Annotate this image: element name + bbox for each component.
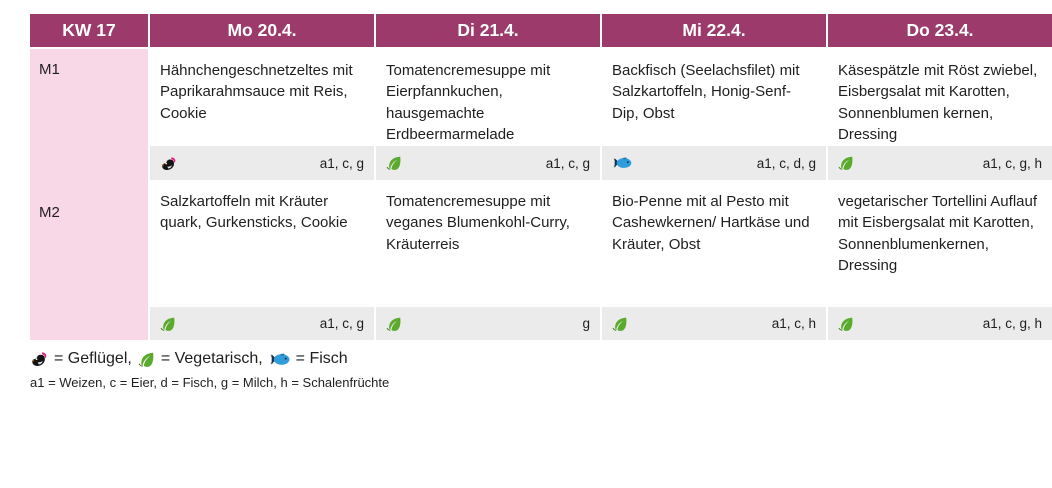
allergen-codes: a1, c, d, g — [756, 155, 816, 171]
legend-text: = Vegetarisch, — [160, 350, 263, 367]
allergen-cell-m2-tuesday: g — [376, 307, 600, 340]
meal-cell-m1-monday: Hähnchengeschnetzeltes mit Paprikarahmsa… — [150, 49, 374, 146]
legend-item-vegetarian: = Vegetarisch, — [138, 350, 263, 368]
leaf-icon — [838, 156, 853, 170]
row-label-m1: M1 — [39, 61, 60, 78]
allergen-cell-m1-tuesday: a1, c, g — [376, 146, 600, 180]
day-header-wednesday: Mi 22.4. — [602, 14, 826, 47]
fish-icon — [613, 157, 632, 168]
week-header-cell: KW 17 — [30, 14, 148, 47]
meal-cell-m1-tuesday: Tomatencremesuppe mit Eierpfannkuchen, h… — [376, 49, 600, 146]
allergen-codes: a1, c, h — [771, 316, 816, 331]
row-label-m2: M2 — [39, 204, 60, 221]
leaf-icon — [160, 317, 175, 331]
meal-cell-m2-monday: Salzkartoffeln mit Kräuter quark, Gurken… — [150, 180, 374, 307]
day-header-tuesday: Di 21.4. — [376, 14, 600, 47]
allergen-codes: a1, c, g, h — [982, 155, 1042, 171]
allergen-cell-m1-wednesday: a1, c, d, g — [602, 146, 826, 180]
meal-cell-m2-tuesday: Tomatencremesuppe mit veganes Blumenkohl… — [376, 180, 600, 307]
poultry-icon — [31, 352, 47, 366]
leaf-icon — [386, 317, 401, 331]
meal-cell-m1-thursday: Käsespätzle mit Röst zwiebel, Eisbergsal… — [828, 49, 1052, 146]
day-header-monday: Mo 20.4. — [150, 14, 374, 47]
meal-cell-m2-wednesday: Bio-Penne mit al Pesto mit Cashewkernen/… — [602, 180, 826, 307]
meal-plan-table: KW 17 Mo 20.4. Di 21.4. Mi 22.4. Do 23.4… — [30, 14, 1052, 340]
leaf-icon — [386, 156, 401, 170]
allergen-codes: g — [582, 316, 590, 331]
allergen-cell-m2-thursday: a1, c, g, h — [828, 307, 1052, 340]
legend-item-fish: = Fisch — [269, 350, 348, 368]
meal-cell-m2-thursday: vegetarischer Tortellini Auflauf mit Eis… — [828, 180, 1052, 307]
day-header-thursday: Do 23.4. — [828, 14, 1052, 47]
allergen-legend-line: a1 = Weizen, c = Eier, d = Fisch, g = Mi… — [30, 375, 390, 390]
fish-icon — [270, 353, 290, 365]
allergen-codes: a1, c, g, h — [982, 316, 1042, 331]
legend-item-poultry: = Geflügel, — [30, 350, 132, 368]
allergen-cell-m2-monday: a1, c, g — [150, 307, 374, 340]
legend: = Geflügel, = Vegetarisch, = Fisch a1 = … — [30, 350, 389, 390]
allergen-cell-m1-thursday: a1, c, g, h — [828, 146, 1052, 180]
allergen-cell-m2-wednesday: a1, c, h — [602, 307, 826, 340]
legend-text: = Fisch — [295, 350, 348, 367]
meal-row-labels-column: M1 M2 — [30, 49, 148, 340]
allergen-codes: a1, c, g — [319, 155, 364, 171]
legend-text: = Geflügel, — [54, 350, 132, 367]
table-body: M1 M2 Hähnchengeschnetzeltes mit Paprika… — [30, 49, 1052, 340]
poultry-icon — [161, 156, 176, 170]
diet-legend-line: = Geflügel, = Vegetarisch, = Fisch — [30, 350, 389, 368]
allergen-codes: a1, c, g — [319, 316, 364, 331]
table-header-row: KW 17 Mo 20.4. Di 21.4. Mi 22.4. Do 23.4… — [30, 14, 1052, 47]
allergen-cell-m1-monday: a1, c, g — [150, 146, 374, 180]
leaf-icon — [838, 317, 853, 331]
meal-cell-m1-wednesday: Backfisch (Seelachsfilet) mit Salzkartof… — [602, 49, 826, 146]
leaf-icon — [612, 317, 627, 331]
leaf-icon — [138, 352, 154, 367]
allergen-codes: a1, c, g — [545, 155, 590, 171]
